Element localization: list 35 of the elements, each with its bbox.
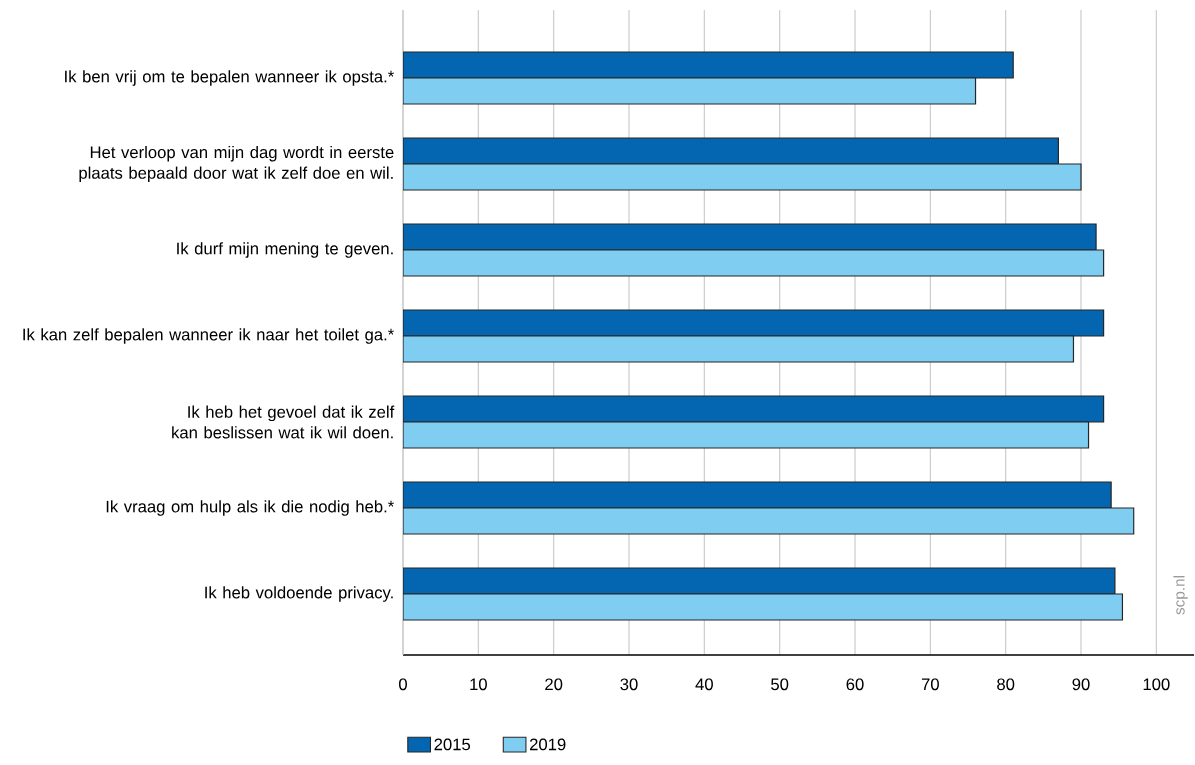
bar <box>403 567 1116 595</box>
y-tick-label: Ik durf mijn mening te geven. <box>177 242 393 258</box>
y-tick-label: Ik ben vrij om te bepalen wanneer ik opsta.* <box>65 70 394 86</box>
y-tick-label: Ik vraag om hulp als ik die nodig heb.* <box>106 500 394 516</box>
y-tick-label: Ik heb het gevoel dat ik zelf kan beslissen wat ik wil doen. <box>172 405 395 439</box>
bar <box>403 249 1105 277</box>
x-tick-label: 90 <box>1072 678 1090 691</box>
bar <box>403 223 1097 251</box>
annotation: scp.nl <box>1173 576 1188 615</box>
bar <box>403 309 1105 337</box>
bar <box>403 163 1082 191</box>
bar <box>403 335 1075 363</box>
bar <box>403 481 1112 509</box>
x-tick-label: 10 <box>470 678 487 691</box>
x-tick-label: 100 <box>1143 678 1170 691</box>
y-tick-label: Ik heb voldoende privacy. <box>205 586 393 602</box>
x-tick-label: 60 <box>846 678 864 691</box>
x-tick-label: 20 <box>545 678 563 691</box>
legend-label: 2019 <box>529 738 566 751</box>
y-tick-label: Ik kan zelf bepalen wanneer ik naar het toilet ga.* <box>23 328 394 344</box>
bar <box>403 137 1060 165</box>
bar <box>403 395 1105 423</box>
bar <box>403 421 1090 449</box>
x-tick-label: 40 <box>695 678 713 691</box>
x-tick-label: 70 <box>921 678 939 691</box>
y-tick-label: Het verloop van mijn dag wordt in eerste plaats bepaald door wat ik zelf doe en wil. <box>79 145 394 183</box>
legend-label: 2015 <box>434 738 471 751</box>
bar <box>403 77 977 105</box>
x-tick-label: 30 <box>620 678 638 691</box>
bar <box>403 507 1135 535</box>
x-tick-label: 50 <box>771 678 789 691</box>
x-tick-label: 0 <box>399 678 407 691</box>
x-tick-label: 80 <box>997 678 1015 691</box>
bar <box>403 593 1124 621</box>
bar <box>403 51 1014 79</box>
